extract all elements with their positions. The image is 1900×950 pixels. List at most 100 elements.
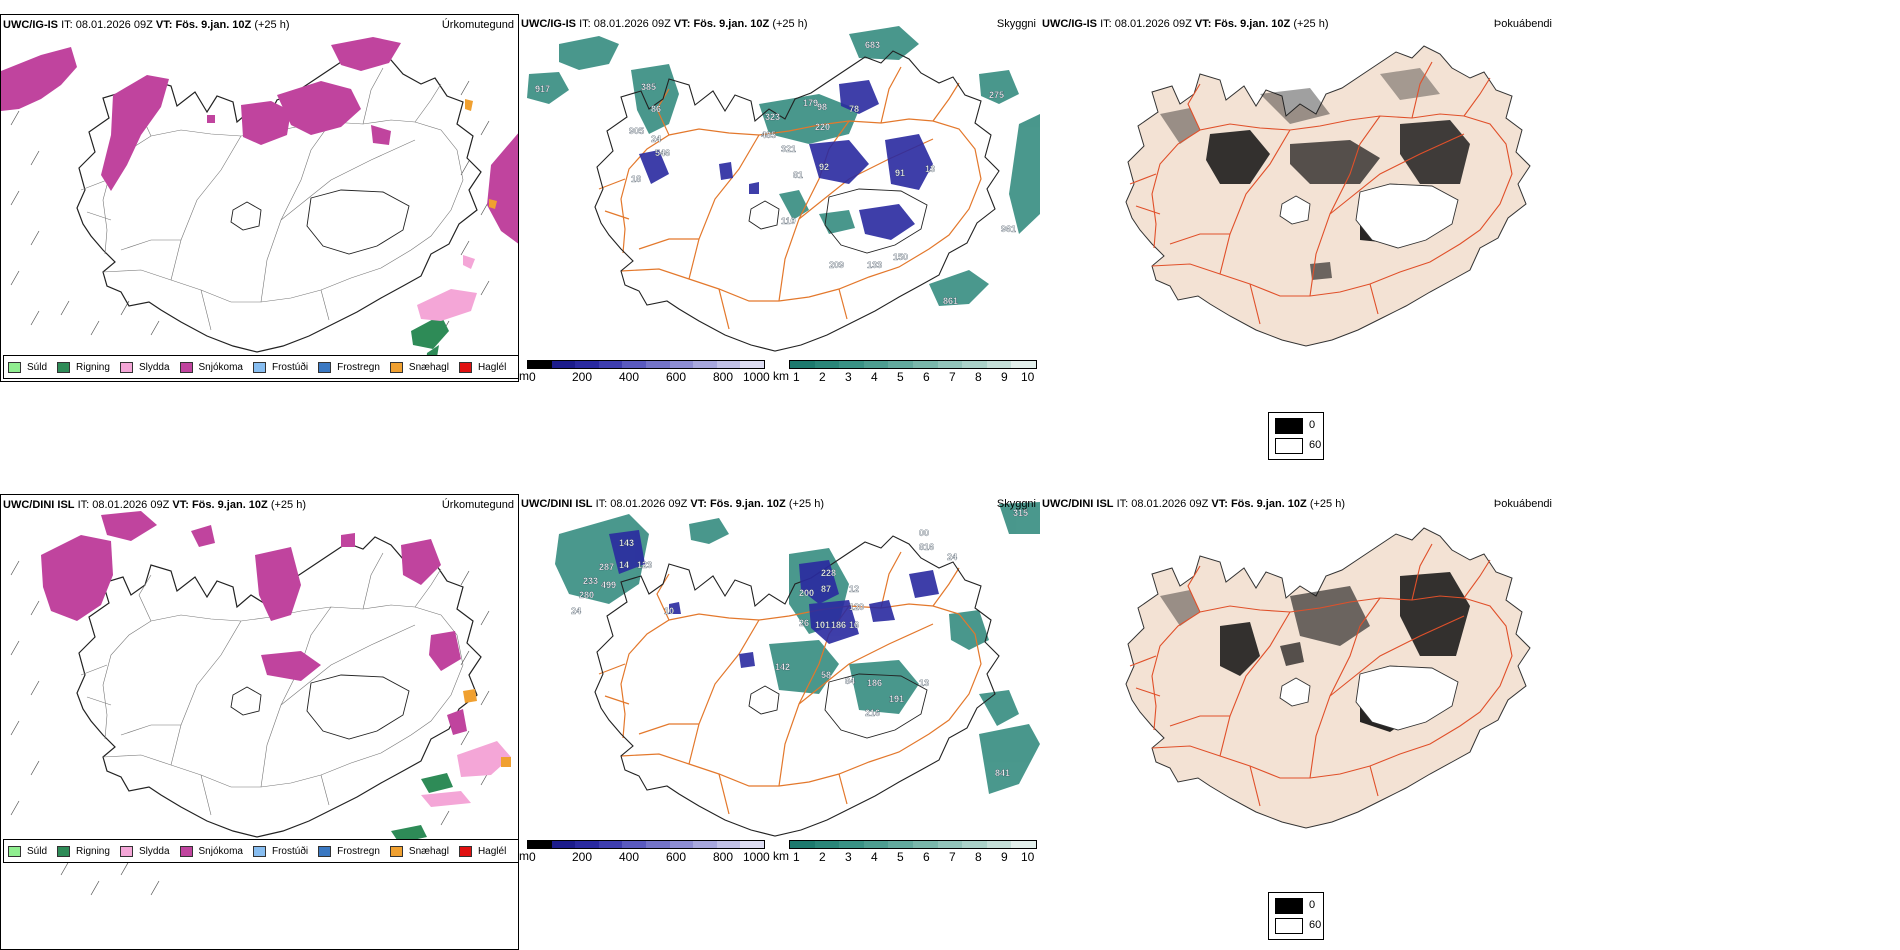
vis-label: 216 [865,708,880,718]
vis-label: 321 [781,144,796,154]
legend-label: Frostúði [271,845,309,857]
tick-label: 10 [1021,850,1035,864]
tick-label: 4 [871,850,878,864]
legend-item-snow: Snjókoma [179,845,243,857]
legend-item-drizzle: Súld [8,845,47,857]
vis-label: 546 [655,148,670,158]
valid-time: Fös. 9.jan. 10Z [1214,18,1291,30]
legend-swatch [389,845,403,857]
vis-label: 98 [817,102,827,112]
tick-label: 5 [897,850,904,864]
panel-title-fog: Þokuábendi [1493,498,1552,510]
valid-time: Fös. 9.jan. 10Z [709,498,786,510]
vis-label: 228 [821,568,836,578]
fog-scale-igis: 0 60 [1268,412,1324,460]
color-step [962,361,987,368]
fog-swatch-min [1275,438,1303,454]
tick-label: 5 [897,370,904,382]
init-time: 08.01.2026 09Z [1114,18,1192,30]
vis-label: 315 [1013,508,1028,518]
vis-label: 150 [893,252,908,262]
model-name: UWC/IG-IS [1042,18,1097,30]
fog-panel-dini: UWC/DINI ISL IT: 08.01.2026 09Z VT: Fös.… [1040,494,1556,950]
vis-label: 683 [865,40,880,50]
legend-label: Frostúði [271,361,309,373]
it-label: IT: [1116,498,1129,510]
vis-label: 485 [761,130,776,140]
legend-item-sleet: Slydda [119,845,170,857]
init-time: 08.01.2026 09Z [92,499,170,511]
color-step [912,361,938,368]
lead-time: (+25 h) [788,498,824,510]
color-step [669,841,694,848]
vis-label: 10 [664,606,674,616]
tick-label: 6 [923,370,930,382]
color-step [888,841,913,848]
legend-swatch [119,845,133,857]
legend-label: Haglél [477,361,507,373]
color-step [598,361,623,368]
vis-label: 12 [849,584,859,594]
color-step [716,841,741,848]
legend-swatch [318,845,332,857]
visibility-panel-igis: 917 385 86 905 24 546 18 323 485 321 179… [519,14,1040,382]
color-step [986,361,1012,368]
vis-label: 26 [799,618,809,628]
legend-swatch [318,361,332,373]
color-step [645,361,670,368]
color-step [937,841,963,848]
legend-item-freezing-drizzle: Frostúði [252,845,309,857]
vis-label: 24 [651,134,661,144]
vis-label: 13 [919,678,929,688]
legend-label: Slydda [138,361,170,373]
fog-panel-igis: UWC/IG-IS IT: 08.01.2026 09Z VT: Fös. 9.… [1040,14,1556,382]
init-time: 08.01.2026 09Z [75,19,153,31]
snow-pellet-areas [465,99,497,209]
fog-label-min: 60 [1309,439,1322,451]
snow-pellet-areas [463,689,511,767]
model-name: UWC/DINI ISL [3,499,75,511]
legend-item-rain: Rigning [57,361,110,373]
color-step [740,841,764,848]
legend-swatch [57,845,71,857]
precip-type-map-dini [10,511,511,896]
tick-label: 9 [1001,370,1008,382]
precip-type-panel-dini: UWC/DINI ISL IT: 08.01.2026 09Z VT: Fös.… [0,494,519,950]
legend-item-hail: Haglél [458,361,507,373]
tick-label: 8 [975,850,982,864]
panel-title-visibility: Skyggni [996,498,1036,510]
init-time: 08.01.2026 09Z [593,18,671,30]
tick-label: 7 [949,850,956,864]
panel-header-dini: UWC/DINI ISL IT: 08.01.2026 09Z VT: Fös.… [3,499,306,511]
legend-swatch [252,845,266,857]
legend-item-freezing-rain: Frostregn [318,845,380,857]
vis-label: 78 [849,104,859,114]
color-step [598,841,623,848]
color-step [575,841,599,848]
tick-label: 600 [666,370,687,382]
valid-time: Fös. 9.jan. 10Z [191,499,268,511]
color-step [693,841,717,848]
lead-time: (+25 h) [1309,498,1345,510]
legend-item-drizzle: Súld [8,361,48,373]
fog-label-min: 60 [1309,919,1322,931]
color-step [814,361,840,368]
color-step [863,361,889,368]
model-name: UWC/IG-IS [3,19,58,31]
vis-labels-igis: 917 385 86 905 24 546 18 323 485 321 179… [535,40,1016,306]
vis-label: 191 [889,694,904,704]
fog-swatch-max [1275,418,1303,434]
legend-item-snow: Snjókoma [179,361,243,373]
init-time: 08.01.2026 09Z [1131,498,1209,510]
legend-label: Snjókoma [198,361,243,373]
visibility-panel-dini: 143 287 14 123 233 499 280 24 10 228 200… [519,494,1040,950]
legend-label: Súld [27,361,48,373]
snow-areas [41,511,467,735]
visibility-map-igis: 917 385 86 905 24 546 18 323 485 321 179… [527,26,1040,352]
valid-time: Fös. 9.jan. 10Z [175,19,252,31]
lead-time: (+25 h) [270,499,306,511]
vis-label: 13 [925,164,935,174]
vis-label: 133 [867,260,882,270]
color-step [986,841,1012,848]
vis-label: 233 [583,576,598,586]
